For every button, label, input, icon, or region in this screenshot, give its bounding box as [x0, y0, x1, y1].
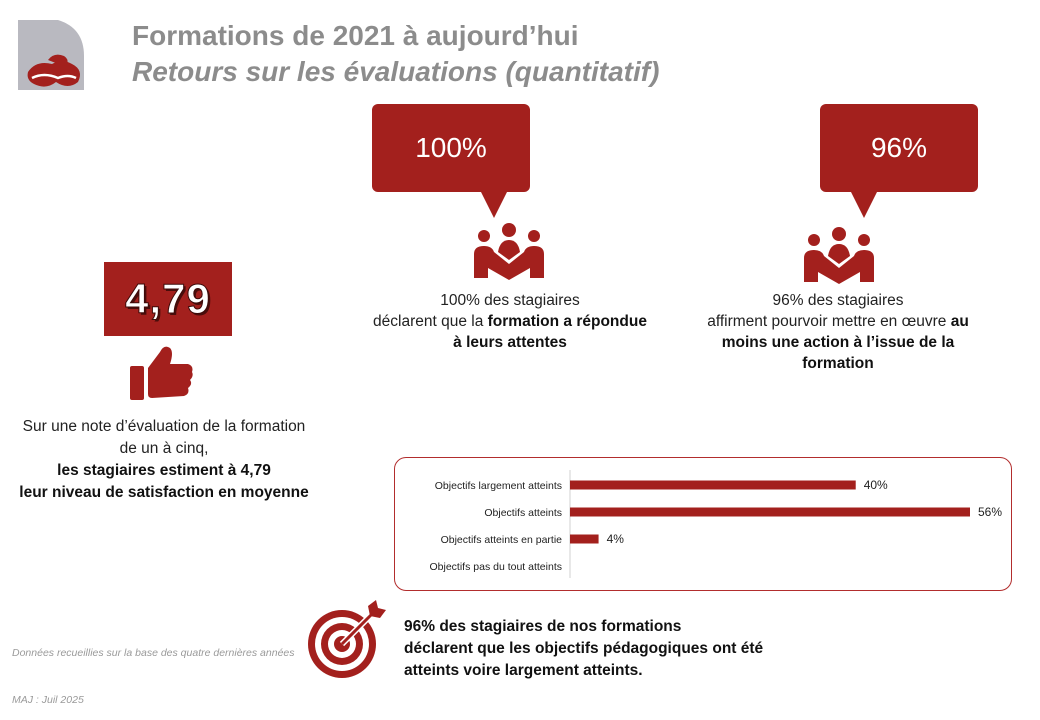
score-line-1: Sur une note d’évaluation de la formatio…	[22, 418, 306, 435]
stat2-line2-bold: au	[950, 313, 969, 330]
chart-data-label: 56%	[978, 505, 1002, 519]
target-arrow-icon	[308, 600, 386, 678]
data-source-note: Données recueillies sur la base des quat…	[12, 647, 295, 659]
chart-bar	[570, 507, 970, 517]
stat2-line4-bold: formation	[802, 355, 874, 372]
stat-expectations-text: 100% des stagiaires déclarent que la for…	[340, 290, 680, 353]
chart-data-label: 40%	[864, 478, 888, 492]
chart-data-label: 4%	[607, 532, 625, 546]
objectives-summary: 96% des stagiaires de nos formations déc…	[404, 616, 784, 682]
stat2-line1: 96% des stagiaires	[772, 292, 904, 309]
score-bold-2: leur niveau de satisfaction en moyenne	[19, 484, 309, 501]
stat-action-text: 96% des stagiaires affirment pourvoir me…	[690, 290, 986, 374]
score-line-2: de un à cinq,	[119, 440, 209, 457]
stat2-line2: affirment pourvoir mettre en œuvre au	[690, 311, 986, 332]
chart-category-label: Objectifs atteints en partie	[441, 534, 563, 546]
page-title: Formations de 2021 à aujourd’hui	[132, 20, 579, 51]
stat1-line2: déclarent que la formation a répondue	[340, 311, 680, 332]
score-bold-1: les stagiaires estiment à 4,79	[57, 462, 271, 479]
target-line2: déclarent que les objectifs pédagogiques…	[404, 640, 764, 657]
stat2-line3-bold: moins une action à l’issue de la	[721, 334, 955, 351]
stat1-line1: 100% des stagiaires	[440, 292, 580, 309]
objectives-bar-chart: Objectifs largement atteints 40% Objectifs…	[430, 470, 1002, 578]
stat1-line3-bold: à leurs attentes	[453, 334, 567, 351]
chart-bar	[570, 534, 599, 544]
average-score-value: 4,79	[125, 275, 211, 323]
average-score-badge: 4,79	[104, 262, 232, 336]
speech-bubble-100: 100%	[372, 104, 530, 218]
thumbs-up-icon	[130, 346, 193, 400]
group-people-icon	[804, 227, 874, 284]
bubble-value-96: 96%	[870, 132, 928, 163]
stat1-line2-bold: formation a répondue	[487, 313, 647, 330]
target-line3: atteints voire largement atteints.	[404, 662, 643, 679]
score-description: Sur une note d’évaluation de la formatio…	[8, 416, 320, 504]
chart-category-label: Objectifs pas du tout atteints	[430, 561, 563, 573]
target-line1: 96% des stagiaires de nos formations	[404, 618, 682, 635]
stat1-line2-plain: déclarent que la	[373, 313, 488, 330]
chart-bar	[570, 480, 856, 490]
bubble-value-100: 100%	[415, 132, 487, 163]
stat2-line2-plain: affirment pourvoir mettre en œuvre	[707, 313, 951, 330]
update-date-note: MAJ : Juil 2025	[12, 694, 84, 706]
group-people-icon	[474, 223, 544, 280]
page-subtitle: Retours sur les évaluations (quantitatif…	[132, 56, 660, 87]
objectives-chart-frame	[394, 457, 1012, 591]
company-logo-icon	[18, 20, 84, 90]
chart-category-label: Objectifs largement atteints	[435, 480, 562, 492]
chart-category-label: Objectifs atteints	[484, 507, 562, 519]
speech-bubble-96: 96%	[820, 104, 978, 218]
